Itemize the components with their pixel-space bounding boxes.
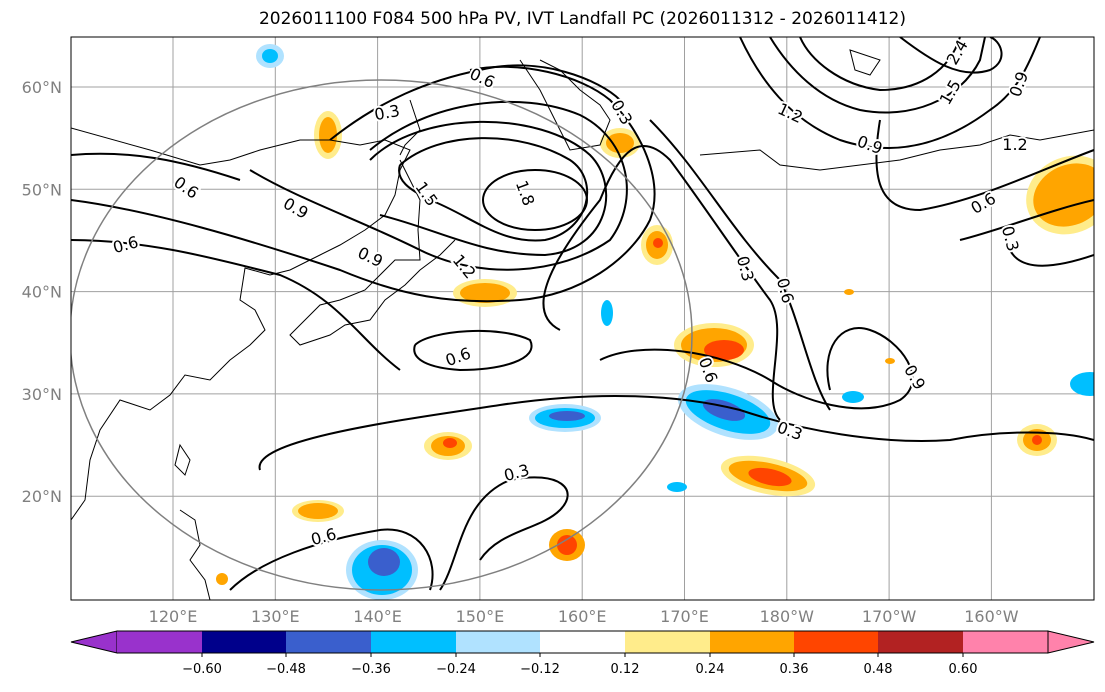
contour-label: 0.6 bbox=[111, 232, 141, 257]
contour-label: 0.6 bbox=[309, 524, 339, 549]
colorbar-tick-label: −0.12 bbox=[520, 662, 560, 677]
colorbar-extend-low bbox=[70, 630, 118, 654]
contour-label: 0.9 bbox=[855, 132, 885, 159]
colorbar-segment bbox=[286, 631, 371, 653]
colorbar-segment bbox=[625, 631, 710, 653]
colorbar-tick-label: −0.60 bbox=[182, 662, 222, 677]
lat-label: 30°N bbox=[22, 385, 62, 404]
colorbar-extend-high bbox=[1047, 630, 1095, 654]
colorbar: −0.60 −0.48 −0.36 −0.24 −0.12 0.12 0.24 0.36 0.4… bbox=[70, 630, 1095, 677]
contour-label: 0.6 bbox=[170, 172, 202, 202]
contour-label: 1.8 bbox=[512, 178, 539, 208]
contour-label: 1.2 bbox=[449, 251, 480, 283]
contour-label: 0.3 bbox=[373, 101, 401, 124]
map-frame bbox=[70, 36, 1095, 601]
colorbar-segment bbox=[710, 631, 794, 653]
lon-label: 170°W bbox=[862, 607, 917, 626]
contour-label: 0.3 bbox=[733, 254, 758, 284]
colorbar-segment bbox=[794, 631, 878, 653]
contour-label: 1.2 bbox=[775, 99, 806, 127]
colorbar-segment bbox=[202, 631, 286, 653]
colorbar-segment bbox=[963, 631, 1048, 653]
colorbar-segment bbox=[456, 631, 540, 653]
lon-label: 160°E bbox=[558, 607, 607, 626]
pc-shading bbox=[216, 44, 1094, 600]
contour-label: 0.9 bbox=[900, 361, 929, 393]
axis-labels: 120°E 130°E 140°E 150°E 160°E 170°E 180°W 170°W… bbox=[22, 78, 1019, 626]
coastlines bbox=[71, 49, 1094, 600]
contour-label: 0.6 bbox=[967, 189, 999, 218]
lon-label: 120°E bbox=[149, 607, 198, 626]
contour-label: 1.5 bbox=[411, 178, 441, 210]
colorbar-tick-label: 0.36 bbox=[780, 662, 809, 677]
lat-label: 20°N bbox=[22, 487, 62, 506]
lon-label: 140°E bbox=[353, 607, 402, 626]
colorbar-tick-label: 0.60 bbox=[949, 662, 978, 677]
lon-label: 180°W bbox=[760, 607, 815, 626]
lat-label: 40°N bbox=[22, 283, 62, 302]
lat-label: 50°N bbox=[22, 180, 62, 199]
colorbar-outline bbox=[117, 630, 1048, 654]
contour-label: 0.6 bbox=[773, 276, 798, 306]
colorbar-tick-label: 0.12 bbox=[611, 662, 640, 677]
contour-label: 0.3 bbox=[775, 418, 805, 445]
contour-label: 0.9 bbox=[280, 194, 312, 223]
pv-contours bbox=[71, 37, 1094, 591]
domain-circle bbox=[71, 79, 693, 591]
colorbar-segment bbox=[878, 631, 963, 653]
lat-label: 60°N bbox=[22, 78, 62, 97]
lon-label: 150°E bbox=[456, 607, 505, 626]
contour-label: 1.5 bbox=[936, 76, 965, 108]
lon-label: 170°E bbox=[660, 607, 709, 626]
contour-label: 0.6 bbox=[443, 344, 473, 371]
contour-label: 0.9 bbox=[1006, 69, 1033, 99]
colorbar-tick-label: −0.48 bbox=[266, 662, 306, 677]
map-area: 0.6 0.3 0.9 0.6 0.6 0.9 1.5 1.8 1.2 0.3 0.6 0.3 0.6 0… bbox=[71, 36, 1094, 600]
colorbar-segment bbox=[540, 631, 625, 653]
contour-label: 2.4 bbox=[943, 36, 972, 68]
contour-label: 1.2 bbox=[1002, 135, 1027, 154]
contour-label: 0.9 bbox=[355, 243, 386, 271]
colorbar-tick-label: 0.24 bbox=[696, 662, 725, 677]
gridlines bbox=[71, 37, 1094, 600]
lon-label: 160°W bbox=[964, 607, 1019, 626]
lon-label: 130°E bbox=[251, 607, 300, 626]
colorbar-tick-label: −0.36 bbox=[351, 662, 391, 677]
contour-label: 0.3 bbox=[502, 460, 532, 485]
colorbar-tick-label: 0.48 bbox=[864, 662, 893, 677]
colorbar-segment bbox=[117, 631, 202, 653]
colorbar-tick-label: −0.24 bbox=[436, 662, 476, 677]
contour-label: 0.3 bbox=[998, 224, 1023, 254]
colorbar-segment bbox=[371, 631, 456, 653]
map-title: 2026011100 F084 500 hPa PV, IVT Landfall… bbox=[258, 9, 906, 29]
